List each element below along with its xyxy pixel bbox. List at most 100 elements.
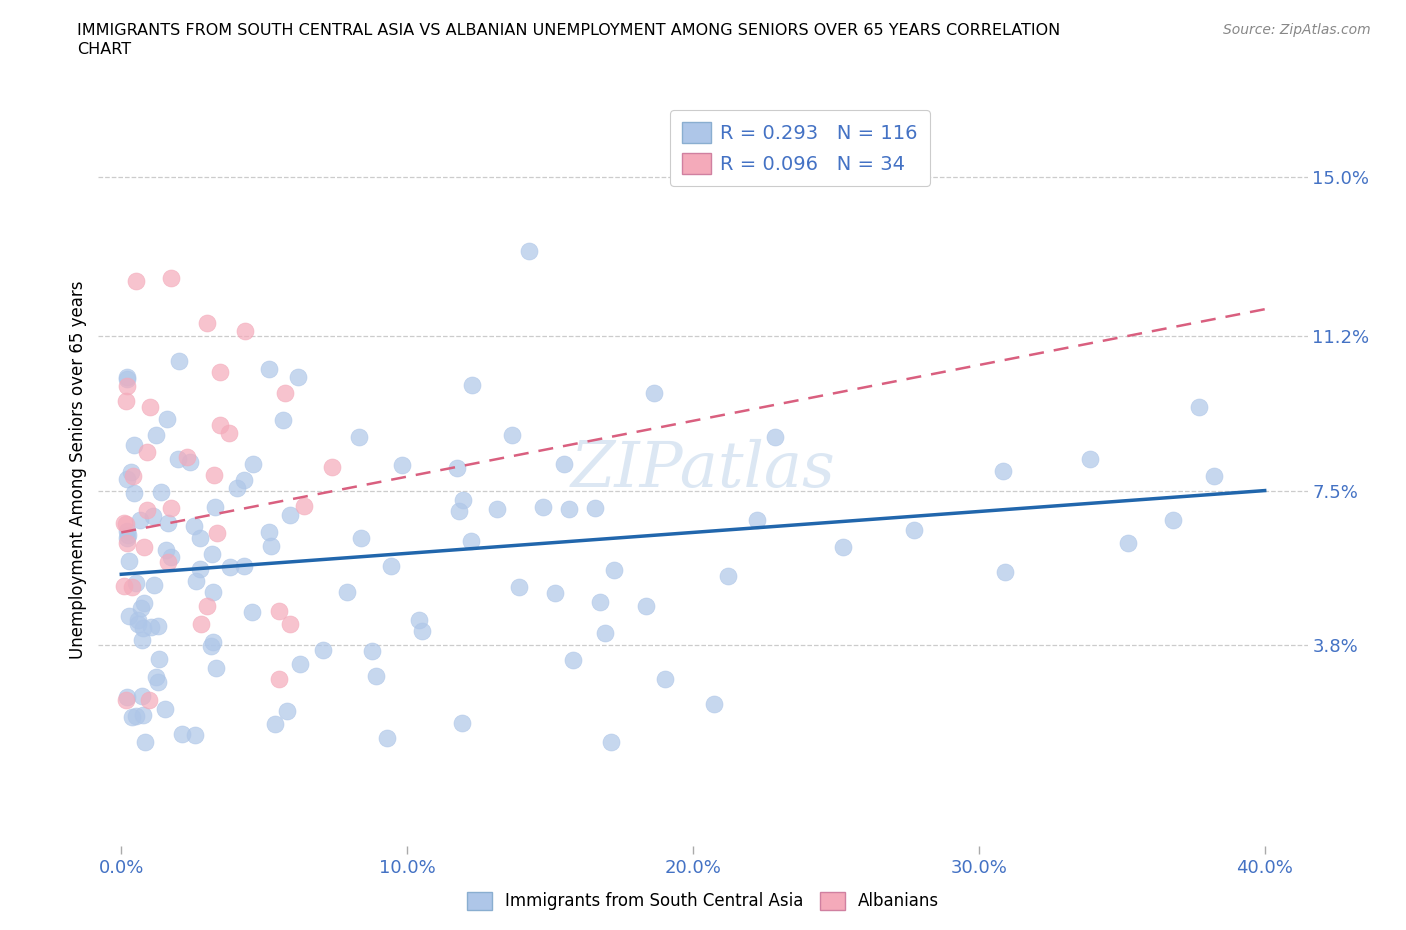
Point (233, 472, 256, 487)
Point (747, 512, 769, 527)
Point (643, 386, 665, 401)
Point (131, 601, 153, 616)
Point (115, 472, 138, 486)
Point (531, 499, 554, 514)
Point (135, 445, 157, 460)
Point (190, 562, 212, 577)
Point (148, 652, 170, 667)
Point (903, 523, 925, 538)
Point (447, 504, 470, 519)
Point (264, 717, 287, 732)
Point (269, 604, 291, 618)
Point (202, 468, 225, 483)
Point (634, 599, 657, 614)
Point (159, 550, 181, 565)
Point (125, 709, 148, 724)
Point (207, 525, 229, 540)
Point (994, 565, 1017, 579)
Point (118, 553, 141, 568)
Point (117, 528, 139, 543)
Point (131, 689, 153, 704)
Point (136, 502, 159, 517)
Point (1116, 536, 1139, 551)
Point (832, 539, 855, 554)
Point (209, 418, 232, 432)
Y-axis label: Unemployment Among Seniors over 65 years: Unemployment Among Seniors over 65 years (69, 281, 87, 658)
Point (142, 509, 165, 524)
Point (124, 485, 146, 500)
Point (145, 670, 167, 684)
Point (201, 634, 224, 649)
Point (115, 536, 138, 551)
Point (233, 324, 256, 339)
Point (233, 558, 256, 573)
Point (112, 578, 135, 593)
Point (321, 459, 343, 474)
Point (121, 469, 143, 484)
Point (276, 704, 298, 719)
Point (273, 413, 295, 428)
Point (115, 690, 138, 705)
Point (117, 371, 139, 386)
Point (115, 530, 138, 545)
Point (115, 370, 138, 385)
Point (517, 244, 540, 259)
Point (461, 378, 484, 392)
Point (115, 394, 138, 409)
Point (717, 568, 740, 583)
Point (347, 430, 370, 445)
Legend: Immigrants from South Central Asia, Albanians: Immigrants from South Central Asia, Alba… (460, 885, 946, 917)
Point (115, 524, 138, 538)
Point (195, 316, 218, 331)
Point (143, 578, 166, 592)
Text: IMMIGRANTS FROM SOUTH CENTRAL ASIA VS ALBANIAN UNEMPLOYMENT AMONG SENIORS OVER 6: IMMIGRANTS FROM SOUTH CENTRAL ASIA VS AL… (77, 23, 1060, 38)
Point (375, 731, 398, 746)
Point (288, 657, 311, 671)
Point (600, 735, 623, 750)
Point (267, 671, 290, 686)
Point (408, 613, 430, 628)
Point (124, 274, 146, 289)
Point (112, 516, 135, 531)
Point (240, 604, 263, 619)
Point (169, 353, 191, 368)
Point (991, 463, 1014, 478)
Point (273, 386, 295, 401)
Point (201, 546, 224, 561)
Point (145, 428, 167, 443)
Text: Source: ZipAtlas.com: Source: ZipAtlas.com (1223, 23, 1371, 37)
Point (156, 554, 179, 569)
Point (446, 461, 468, 476)
Text: CHART: CHART (77, 42, 131, 57)
Point (557, 501, 579, 516)
Point (654, 671, 676, 686)
Point (149, 485, 172, 499)
Point (200, 639, 222, 654)
Point (146, 618, 169, 633)
Point (127, 617, 149, 631)
Text: ZIPatlas: ZIPatlas (571, 439, 835, 500)
Point (138, 692, 160, 708)
Point (132, 708, 155, 723)
Point (179, 454, 201, 469)
Point (501, 428, 523, 443)
Point (132, 539, 155, 554)
Point (155, 701, 177, 716)
Point (380, 559, 402, 574)
Point (508, 579, 530, 594)
Point (160, 500, 183, 515)
Point (121, 580, 143, 595)
Point (141, 619, 163, 634)
Point (1078, 452, 1101, 467)
Point (219, 560, 242, 575)
Point (336, 585, 359, 600)
Point (120, 465, 142, 480)
Point (485, 501, 508, 516)
Point (603, 563, 626, 578)
Point (188, 531, 211, 546)
Point (544, 586, 567, 601)
Point (115, 692, 138, 708)
Point (121, 710, 143, 724)
Point (184, 727, 207, 742)
Point (125, 576, 148, 591)
